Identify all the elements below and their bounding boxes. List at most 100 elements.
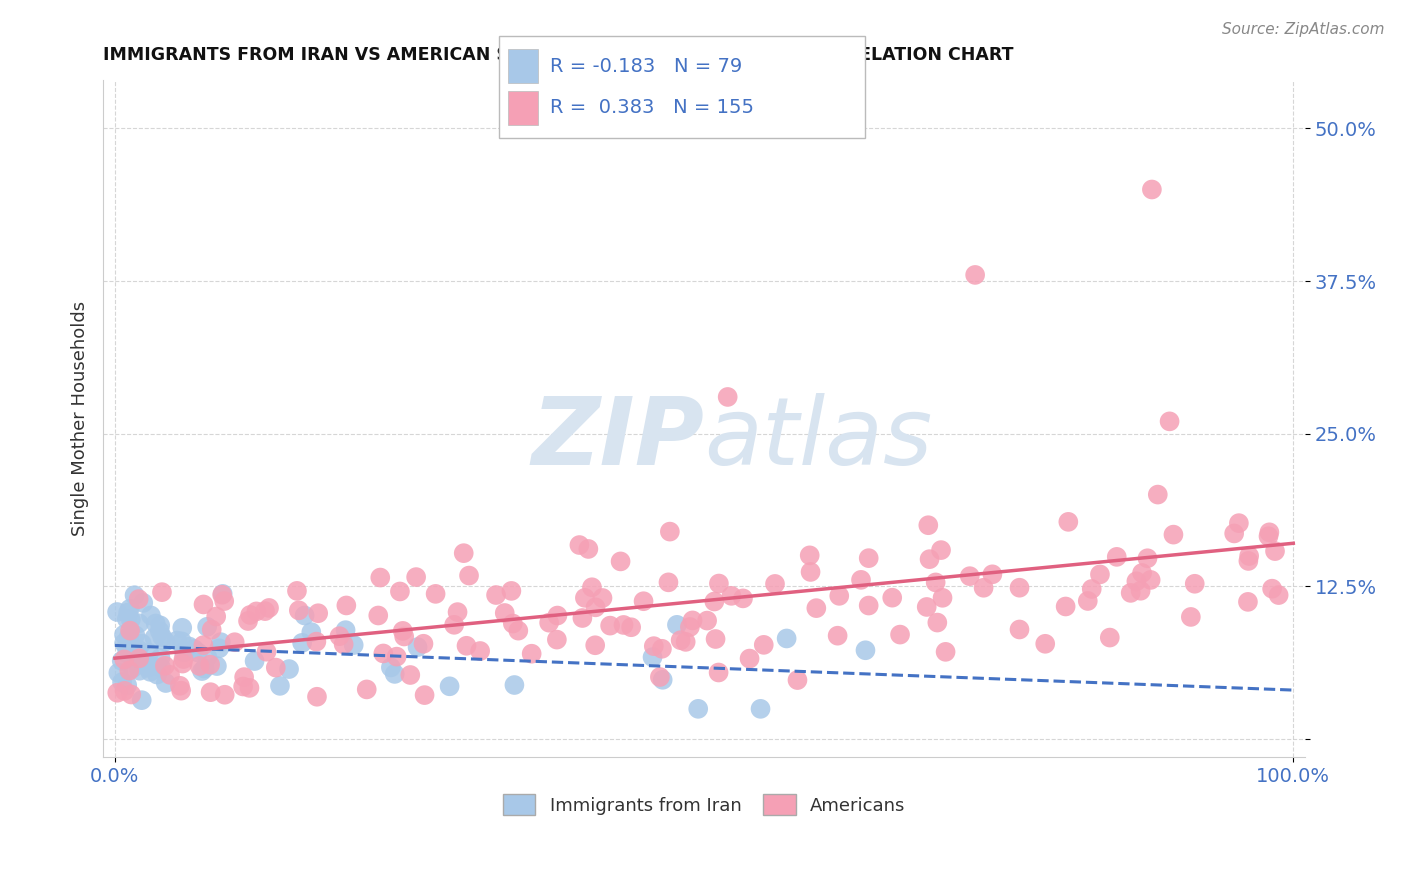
Point <box>882 591 904 605</box>
Point <box>117 606 139 620</box>
Point <box>138 646 160 660</box>
Point <box>915 599 938 614</box>
Point <box>917 518 939 533</box>
Point <box>172 657 194 671</box>
Point <box>1223 526 1246 541</box>
Point <box>380 660 402 674</box>
Point <box>1258 525 1281 540</box>
Point <box>149 618 172 632</box>
Point <box>425 587 447 601</box>
Point <box>128 651 150 665</box>
Point <box>139 665 162 679</box>
Point <box>1033 637 1056 651</box>
Point <box>658 524 681 539</box>
Point <box>1267 588 1289 602</box>
Point <box>1180 610 1202 624</box>
Point <box>918 552 941 566</box>
Point <box>120 688 142 702</box>
Point <box>546 608 568 623</box>
Point <box>111 654 134 668</box>
Point <box>446 605 468 619</box>
Point <box>205 609 228 624</box>
Point <box>1237 549 1260 563</box>
Point <box>806 601 828 615</box>
Point <box>1008 623 1031 637</box>
Text: IMMIGRANTS FROM IRAN VS AMERICAN SINGLE MOTHER HOUSEHOLDS CORRELATION CHART: IMMIGRANTS FROM IRAN VS AMERICAN SINGLE … <box>103 46 1014 64</box>
Point <box>173 645 195 659</box>
Point <box>682 614 704 628</box>
Point <box>786 673 808 687</box>
Point <box>139 658 162 673</box>
Point <box>294 608 316 623</box>
Point <box>112 652 135 666</box>
Point <box>368 570 391 584</box>
Point <box>187 646 209 660</box>
Point <box>332 637 354 651</box>
Point <box>136 660 159 674</box>
Point <box>212 594 235 608</box>
Point <box>124 652 146 666</box>
Point <box>115 640 138 654</box>
Point <box>150 660 173 674</box>
Text: ZIP: ZIP <box>531 392 704 484</box>
Point <box>1119 586 1142 600</box>
Point <box>399 668 422 682</box>
Point <box>367 608 389 623</box>
Point <box>236 614 259 628</box>
Point <box>1227 516 1250 530</box>
Point <box>145 616 167 631</box>
Text: Source: ZipAtlas.com: Source: ZipAtlas.com <box>1222 22 1385 37</box>
Point <box>131 693 153 707</box>
Point <box>927 615 949 630</box>
Point <box>139 608 162 623</box>
Point <box>105 686 128 700</box>
Point <box>328 629 350 643</box>
Point <box>115 646 138 660</box>
Point <box>520 647 543 661</box>
Point <box>501 583 523 598</box>
Point <box>112 636 135 650</box>
Point <box>720 589 742 603</box>
Point <box>173 652 195 666</box>
Point <box>453 546 475 560</box>
Point <box>166 633 188 648</box>
Point <box>120 613 142 627</box>
Point <box>305 690 328 704</box>
Point <box>343 638 366 652</box>
Point <box>211 587 233 601</box>
Point <box>155 634 177 648</box>
Point <box>799 549 821 563</box>
Point <box>211 588 233 602</box>
Text: R =  0.383   N = 155: R = 0.383 N = 155 <box>550 98 754 118</box>
Point <box>115 612 138 626</box>
Point <box>546 632 568 647</box>
Point <box>413 688 436 702</box>
Point <box>1140 182 1163 196</box>
Point <box>132 596 155 610</box>
Point <box>149 624 172 639</box>
Point <box>1184 576 1206 591</box>
Point <box>581 580 603 594</box>
Point <box>704 632 727 646</box>
Point <box>858 551 880 566</box>
Point <box>208 641 231 656</box>
Point <box>214 688 236 702</box>
Point <box>159 668 181 682</box>
Point <box>392 630 415 644</box>
Point <box>648 670 671 684</box>
Point <box>278 662 301 676</box>
Point <box>285 583 308 598</box>
Point <box>1098 631 1121 645</box>
Point <box>703 594 725 608</box>
Point <box>599 618 621 632</box>
Legend: Immigrants from Iran, Americans: Immigrants from Iran, Americans <box>495 787 912 822</box>
Point <box>696 614 718 628</box>
Point <box>1146 487 1168 501</box>
Point <box>503 678 526 692</box>
Point <box>1080 582 1102 596</box>
Point <box>201 623 224 637</box>
Point <box>238 681 260 695</box>
Point <box>105 605 128 619</box>
Point <box>269 679 291 693</box>
Point <box>149 650 172 665</box>
